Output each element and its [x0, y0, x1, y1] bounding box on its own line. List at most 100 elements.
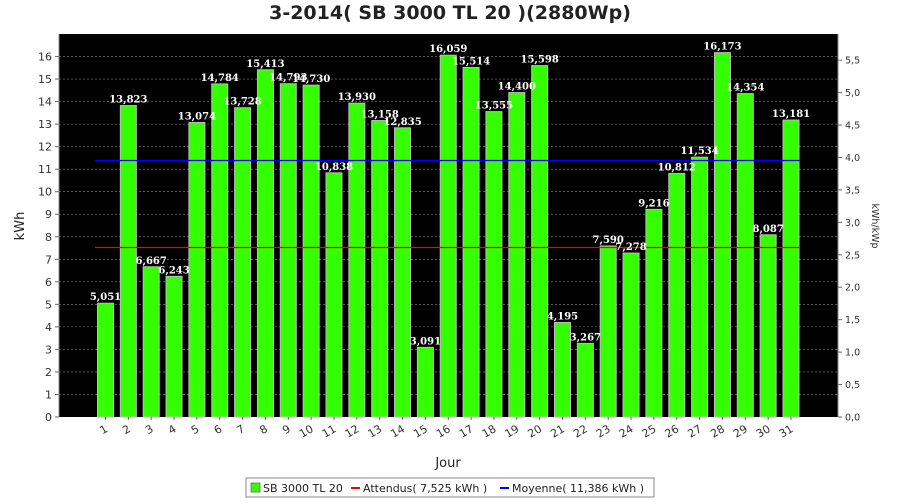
bar-day-10	[302, 84, 320, 418]
x-tick-label: 5	[189, 422, 202, 437]
x-tick-label: 18	[480, 422, 499, 440]
y-axis-label: kWh	[13, 212, 28, 241]
x-tick-label: 27	[685, 422, 704, 440]
legend-label-expected: Attendus( 7,525 kWh )	[363, 482, 487, 495]
legend: SB 3000 TL 20 Attendus( 7,525 kWh ) Moye…	[245, 477, 655, 498]
y-tick-label: 0	[45, 411, 52, 424]
y-tick-label: 9	[45, 208, 52, 221]
x-tick-label: 2	[120, 422, 133, 437]
y2-tick-label: 3,0	[845, 218, 860, 229]
bar-value-label: 13,181	[772, 109, 810, 120]
bar-day-22	[576, 342, 594, 418]
bar-value-label: 3,267	[570, 332, 601, 343]
bar-day-13	[371, 120, 389, 418]
y-tick-label: 5	[45, 298, 52, 311]
bar-value-label: 13,074	[178, 111, 216, 122]
bar-day-20	[531, 65, 549, 418]
bar-value-label: 8,087	[752, 224, 783, 235]
bar-day-29	[736, 93, 754, 418]
bar-day-16	[439, 54, 457, 418]
chart-title: 3-2014( SB 3000 TL 20 )(2880Wp)	[269, 2, 631, 24]
bar-day-27	[691, 156, 709, 418]
x-tick-label: 12	[343, 422, 362, 440]
x-tick-label: 21	[548, 422, 567, 440]
bar-day-19	[508, 92, 526, 418]
x-tick-label: 1	[97, 422, 110, 437]
x-tick-label: 8	[257, 422, 270, 437]
bar-day-9	[279, 83, 297, 418]
y-tick-label: 11	[38, 163, 52, 176]
y-tick-label: 13	[38, 118, 52, 131]
x-tick-label: 24	[617, 422, 636, 440]
bar-value-label: 6,243	[158, 265, 189, 276]
x-tick-label: 23	[594, 422, 613, 440]
y2-tick-label: 3,5	[845, 185, 860, 196]
bar-day-30	[759, 234, 777, 418]
legend-swatch-production	[250, 482, 261, 493]
y2-tick-label: 0,5	[845, 380, 860, 391]
y2-tick-label: 1,5	[845, 315, 860, 326]
bar-day-14	[394, 127, 412, 418]
x-tick-label: 10	[297, 422, 316, 440]
bar-day-12	[348, 102, 366, 418]
x-tick-label: 19	[503, 422, 522, 440]
x-axis-label: Jour	[434, 456, 461, 471]
bar-day-25	[645, 208, 663, 418]
bar-value-label: 14,400	[498, 82, 536, 93]
x-tick-label: 6	[212, 422, 225, 437]
bar-day-24	[622, 252, 640, 418]
bar-day-21	[554, 321, 571, 418]
bar-value-label: 10,838	[315, 162, 353, 173]
bar-value-label: 16,059	[429, 44, 467, 55]
y2-tick-label: 2,5	[845, 250, 860, 261]
bar-value-label: 9,216	[638, 198, 669, 209]
bar-value-label: 12,835	[383, 117, 421, 128]
y2-tick-label: 0,0	[845, 413, 860, 424]
y-tick-label: 8	[45, 231, 52, 244]
x-tick-label: 17	[457, 422, 476, 440]
y-tick-label: 2	[45, 366, 52, 379]
bar-day-6	[211, 83, 229, 418]
bar-value-label: 13,158	[361, 110, 399, 121]
bar-value-label: 14,730	[292, 74, 330, 85]
y-tick-label: 6	[45, 276, 52, 289]
bar-value-label: 14,784	[201, 73, 239, 84]
y2-tick-label: 5,5	[845, 56, 860, 67]
legend-label-average: Moyenne( 11,386 kWh )	[512, 482, 644, 495]
bar-value-label: 13,728	[223, 97, 261, 108]
bar-value-label: 11,534	[680, 146, 718, 157]
x-tick-label: 13	[366, 422, 385, 440]
x-tick-label: 29	[731, 422, 750, 440]
y2-tick-label: 4,0	[845, 153, 860, 164]
y2-tick-label: 5,0	[845, 88, 860, 99]
x-tick-label: 14	[388, 422, 407, 440]
bar-day-18	[485, 111, 503, 418]
bar-value-label: 6,667	[136, 256, 167, 267]
bar-value-label: 15,413	[246, 59, 284, 70]
bar-day-28	[713, 52, 731, 418]
bar-value-label: 15,514	[452, 56, 490, 67]
bar-value-label: 3,091	[410, 336, 441, 347]
bar-day-5	[188, 121, 206, 418]
bar-day-1	[97, 302, 114, 418]
bar-value-label: 7,590	[593, 235, 624, 246]
bar-day-3	[142, 266, 160, 418]
x-tick-label: 4	[166, 422, 179, 437]
bar-value-label: 5,051	[90, 292, 121, 303]
reference-lines	[95, 159, 800, 249]
y-tick-label: 12	[38, 141, 52, 154]
bar-day-8	[256, 69, 274, 418]
y2-tick-label: 4,5	[845, 121, 860, 132]
bar-value-label: 10,812	[658, 162, 696, 173]
bar-value-label: 15,598	[521, 55, 559, 66]
y-tick-label: 3	[45, 343, 52, 356]
legend-frame	[245, 477, 655, 498]
bar-day-7	[234, 107, 252, 418]
x-tick-label: 11	[320, 422, 339, 440]
bar-day-4	[165, 275, 183, 418]
bar-value-label: 14,793	[269, 73, 307, 84]
bar-day-17	[462, 66, 480, 418]
